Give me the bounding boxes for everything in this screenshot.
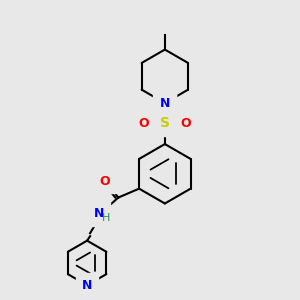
Text: H: H <box>102 213 111 224</box>
Text: N: N <box>159 95 171 110</box>
Text: S: S <box>160 116 170 130</box>
Text: N: N <box>82 279 92 292</box>
Text: N: N <box>94 207 104 220</box>
Text: O: O <box>139 117 149 130</box>
Text: O: O <box>180 117 191 130</box>
Text: N: N <box>160 97 170 110</box>
Text: O: O <box>100 175 110 188</box>
